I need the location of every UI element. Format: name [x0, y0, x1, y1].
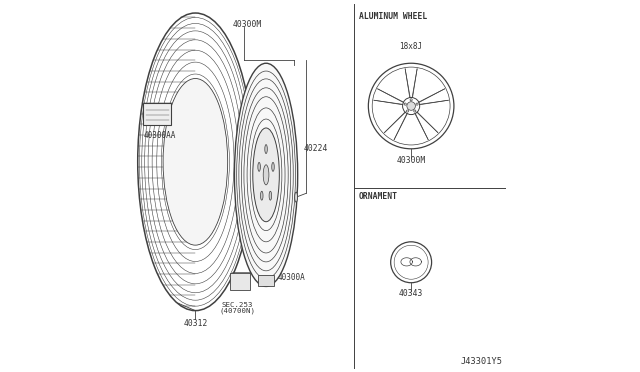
FancyBboxPatch shape [259, 275, 274, 286]
Text: ORNAMENT: ORNAMENT [358, 192, 397, 201]
Text: 40300M: 40300M [397, 156, 426, 165]
Bar [143, 103, 172, 125]
Text: ALUMINUM WHEEL: ALUMINUM WHEEL [358, 12, 427, 21]
Text: 40300AA: 40300AA [143, 131, 175, 140]
Text: 18x8J: 18x8J [399, 42, 422, 51]
Ellipse shape [272, 163, 275, 171]
Ellipse shape [269, 191, 271, 200]
Ellipse shape [234, 63, 298, 286]
Ellipse shape [260, 191, 263, 200]
Text: (40700N): (40700N) [219, 308, 255, 314]
Text: 40300M: 40300M [233, 20, 262, 29]
Text: 40343: 40343 [399, 289, 423, 298]
Ellipse shape [294, 192, 298, 202]
Text: J43301Y5: J43301Y5 [460, 357, 502, 366]
Ellipse shape [253, 128, 279, 222]
Text: 40312: 40312 [183, 319, 207, 328]
Ellipse shape [263, 165, 269, 185]
Text: SEC.253: SEC.253 [221, 302, 253, 308]
Text: 40224: 40224 [303, 144, 328, 153]
Text: 40300A: 40300A [278, 273, 306, 282]
Ellipse shape [258, 163, 260, 171]
FancyBboxPatch shape [230, 273, 250, 290]
Ellipse shape [265, 145, 268, 154]
Ellipse shape [163, 78, 228, 245]
Circle shape [407, 102, 415, 110]
